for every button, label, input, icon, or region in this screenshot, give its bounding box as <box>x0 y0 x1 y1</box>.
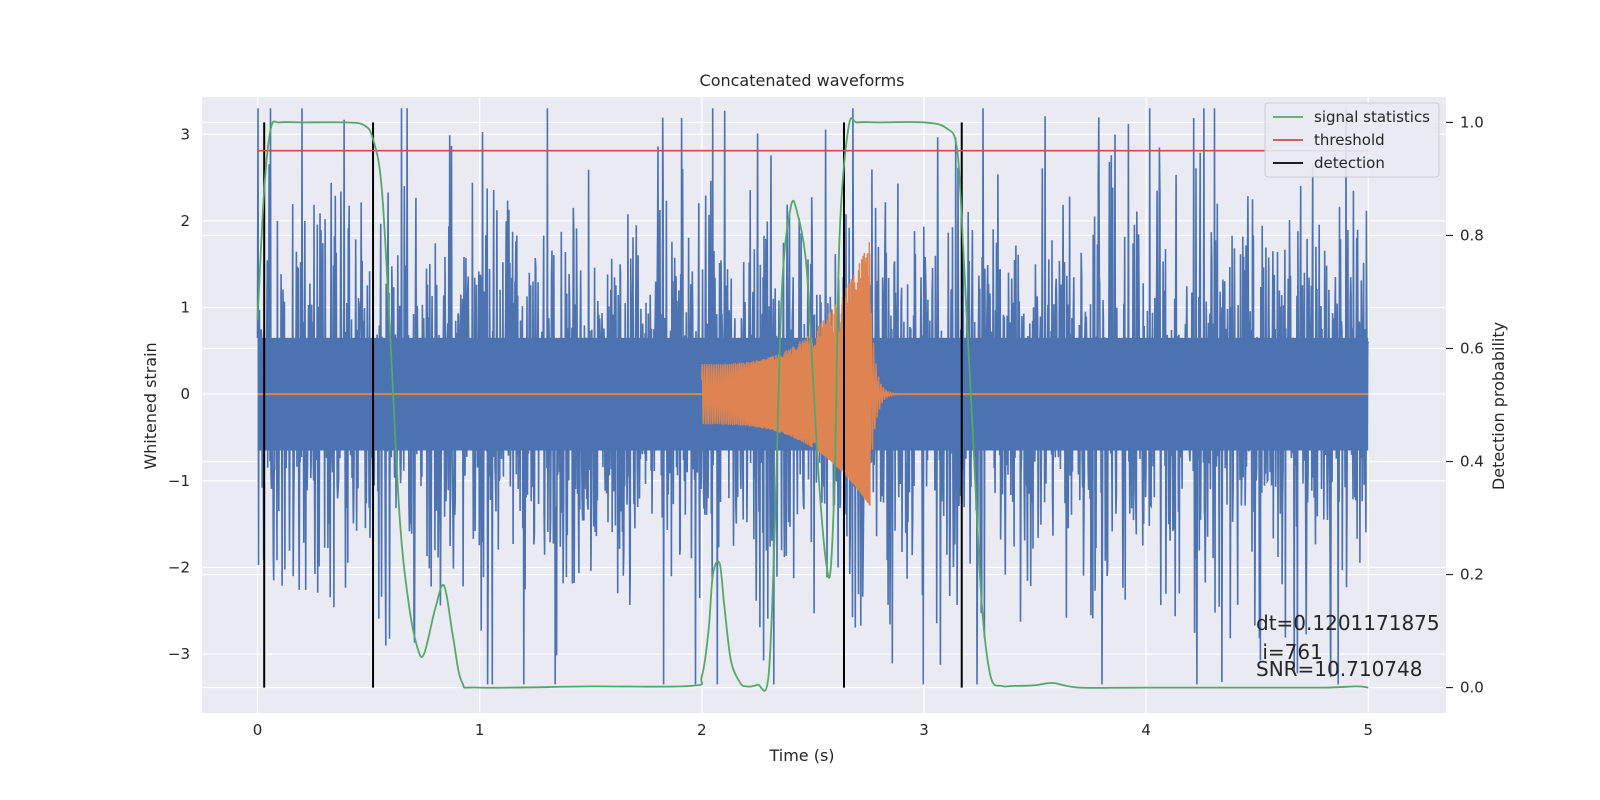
y-tick-label: 3 <box>180 125 190 143</box>
annotation-dt: dt=0.1201171875 <box>1256 611 1440 635</box>
plot-content <box>256 108 1370 692</box>
signal-statistics-series <box>256 117 1369 692</box>
legend-box <box>1264 102 1440 178</box>
right-y-tick-label: 0.2 <box>1460 566 1484 584</box>
right-y-tick-label: 1.0 <box>1460 113 1484 131</box>
signal-statistics-line <box>256 117 1369 692</box>
injected-waveform-line <box>701 242 901 506</box>
x-axis-ticks: 0 1 2 3 4 5 <box>253 721 1373 739</box>
legend-label-threshold: threshold <box>1314 131 1385 149</box>
y-tick-label: −3 <box>168 645 190 663</box>
right-y-tick-label: 0.6 <box>1460 339 1484 357</box>
annotation-index: i=761 <box>1256 640 1323 664</box>
right-y-tick-label: 0.0 <box>1460 679 1484 697</box>
right-y-axis-label: Detection probability <box>1489 322 1508 490</box>
x-tick-label: 4 <box>1141 721 1151 739</box>
x-tick-label: 1 <box>475 721 485 739</box>
x-tick-label: 3 <box>919 721 929 739</box>
y-tick-label: 2 <box>180 212 190 230</box>
x-tick-label: 5 <box>1363 721 1373 739</box>
legend-label-signal-statistics: signal statistics <box>1314 108 1430 126</box>
y-axis-label: Whitened strain <box>141 342 160 469</box>
right-y-tick-label: 0.4 <box>1460 453 1484 471</box>
x-tick-label: 0 <box>253 721 263 739</box>
y-tick-label: −2 <box>168 558 190 576</box>
x-tick-label: 2 <box>697 721 707 739</box>
right-y-axis-ticks: 0.0 0.2 0.4 0.6 0.8 1.0 <box>1446 113 1484 697</box>
right-y-tick-label: 0.8 <box>1460 226 1484 244</box>
y-tick-label: 1 <box>180 299 190 317</box>
y-axis-ticks: −3 −2 −1 0 1 2 3 <box>168 125 190 663</box>
chart-title: Concatenated waveforms <box>700 71 905 90</box>
y-tick-label: −1 <box>168 472 190 490</box>
x-axis-label: Time (s) <box>768 746 834 765</box>
y-tick-label: 0 <box>180 385 190 403</box>
annotation-snr: SNR=10.710748 <box>1256 657 1422 681</box>
legend-label-detection: detection <box>1314 154 1385 172</box>
injected-waveform-series <box>257 242 1369 506</box>
legend: signal statistics threshold detection <box>1264 102 1440 178</box>
